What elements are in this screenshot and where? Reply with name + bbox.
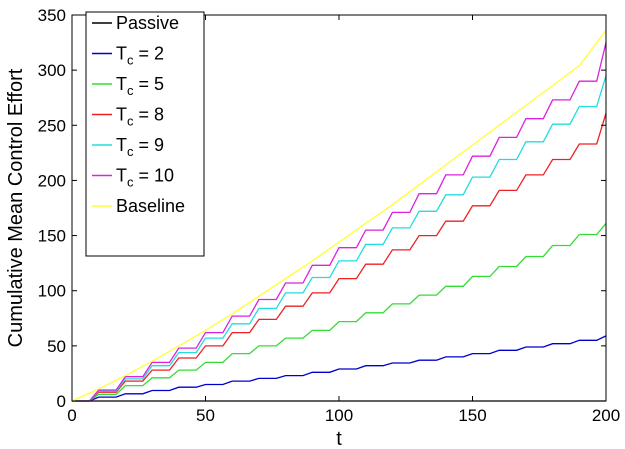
series-line-2 [72,222,607,402]
legend-label: Passive [116,13,179,33]
y-tick-label: 0 [57,392,66,411]
y-tick-label: 300 [38,61,66,80]
legend-label: Tc = 9 [116,135,164,159]
x-tick-label: 50 [196,406,215,425]
y-tick-label: 50 [47,337,66,356]
x-tick-label: 0 [67,406,76,425]
legend-label: Baseline [116,196,185,216]
legend-box [85,11,205,257]
y-tick-label: 200 [38,171,66,190]
legend-label: Tc = 5 [116,74,164,98]
y-axis: 0 50 100 150 200 250 300 350 [38,6,606,411]
legend-label: Tc = 2 [116,44,164,68]
x-tick-label: 200 [592,406,620,425]
series-line-1 [72,335,607,402]
legend-label: Tc = 8 [116,105,164,129]
y-tick-label: 350 [38,6,66,25]
y-tick-label: 250 [38,116,66,135]
series-line-6 [71,30,607,402]
x-tick-label: 150 [458,406,486,425]
legend-label: Tc = 10 [116,166,174,190]
y-tick-label: 150 [38,227,66,246]
series-line-3 [72,113,607,402]
series-line-4 [72,75,607,402]
y-axis-label: Cumulative Mean Control Effort [5,68,27,347]
y-tick-label: 100 [38,282,66,301]
legend: Passive Tc = 2 Tc = 5 Tc = 8 Tc = 9 Tc = 10 Ba… [85,11,205,257]
x-axis: 0 50 100 150 200 [67,15,620,425]
series-line-5 [72,42,607,402]
x-tick-label: 100 [325,406,353,425]
x-axis-label: t [336,428,342,449]
